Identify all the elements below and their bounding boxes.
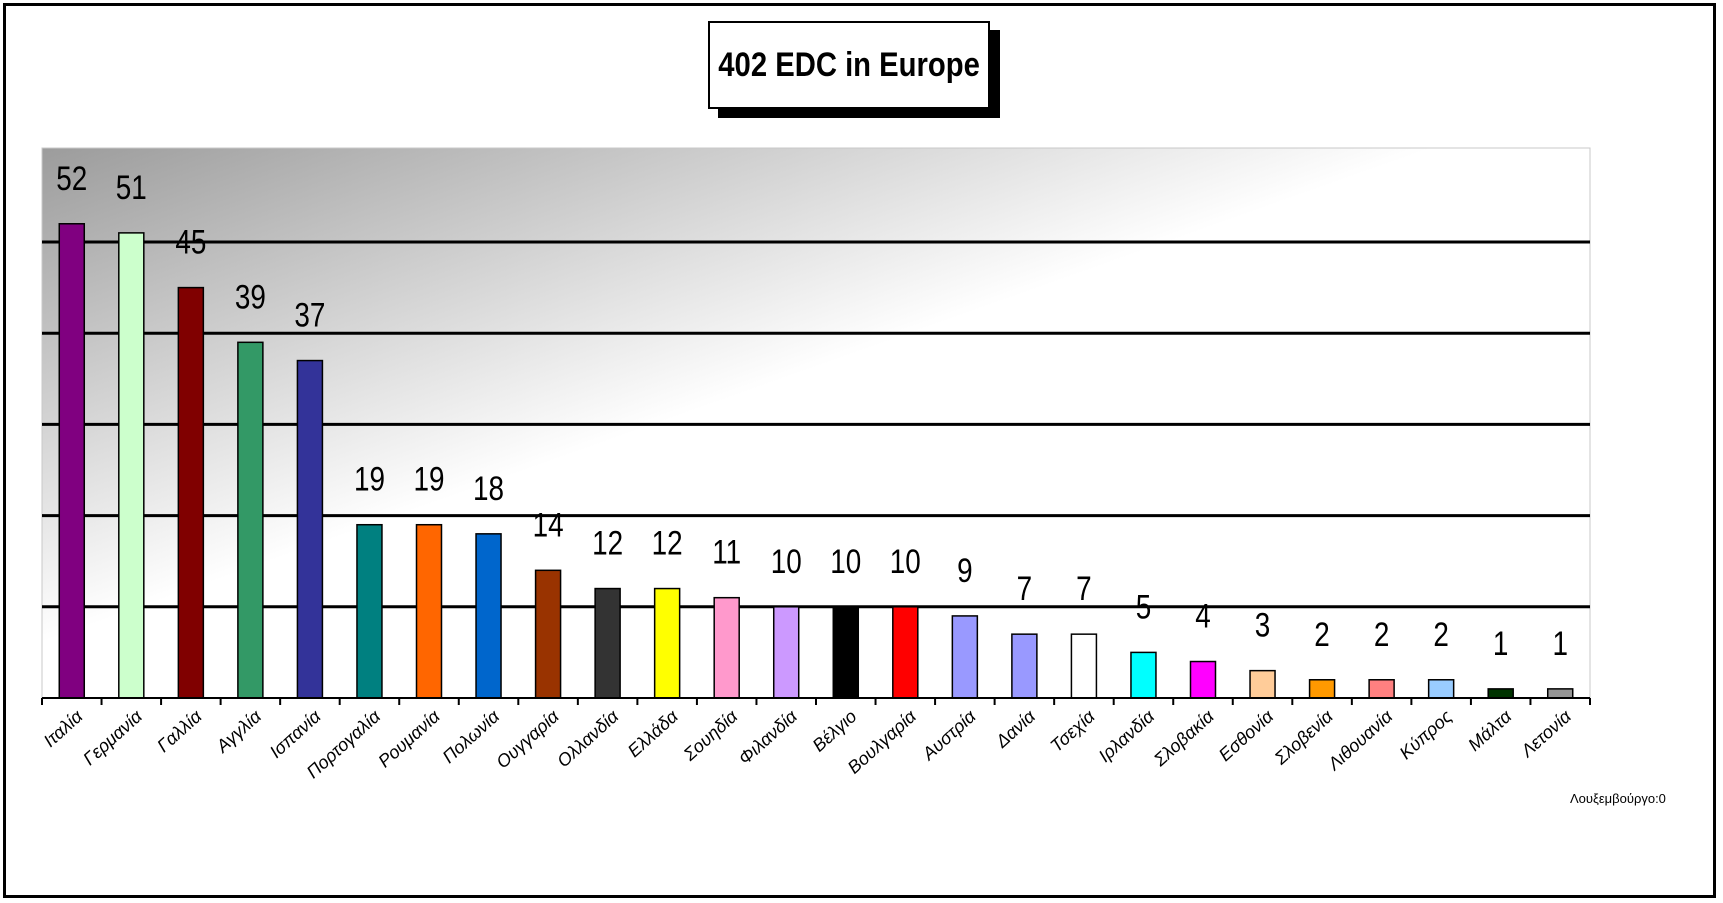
category-label: Λετονία [1516,706,1575,762]
value-label: 3 [1255,606,1271,644]
value-label: 10 [890,542,921,580]
value-label: 12 [652,524,683,562]
value-label: 7 [1076,570,1092,608]
value-label: 11 [712,533,741,571]
bar [832,606,860,699]
value-label: 10 [830,542,861,580]
value-label: 1 [1493,624,1509,662]
bar [1130,651,1157,699]
bar [296,359,324,699]
bar [1546,688,1574,699]
bar [653,587,681,699]
bar [713,596,740,699]
category-label: Γερμανία [79,706,146,769]
value-label: 2 [1314,615,1330,653]
bar [415,523,443,699]
value-label: 45 [175,223,206,261]
category-label: Εσθονία [1215,706,1278,765]
value-label: 12 [592,524,623,562]
value-label: 10 [771,542,802,580]
value-label: 51 [116,168,147,206]
category-label: Ολλανδία [553,706,623,772]
value-label: 4 [1195,597,1211,635]
value-label: 2 [1374,615,1390,653]
bar [58,223,86,699]
bars [58,223,1574,699]
category-label: Λιθουανία [1323,706,1397,775]
value-label: 2 [1433,615,1449,653]
bar [1249,669,1276,699]
category-label: Ιρλανδία [1095,706,1159,766]
category-label: Βέλγιο [809,706,861,756]
category-label: Αγγλία [212,706,266,757]
category-label: Δανία [991,706,1040,753]
bar [594,587,621,699]
value-label: 1 [1552,624,1568,662]
value-label: 9 [957,551,973,589]
bar [1368,679,1395,699]
bar [1308,679,1336,699]
footnote: Λουξεμβούργο:0 [1570,791,1666,806]
value-label: 14 [533,506,564,544]
value-label: 7 [1017,570,1033,608]
category-label: Σουηδία [679,706,742,765]
category-label: Κύπρος [1396,706,1456,763]
bar [1487,688,1514,699]
category-label: Γαλλία [153,706,206,756]
bar [534,569,562,699]
bar [356,523,383,699]
bar [177,286,205,699]
category-label: Μάλτα [1464,706,1516,755]
bar [892,606,919,699]
bar [1427,679,1455,699]
value-label: 39 [235,278,266,316]
bar [951,615,979,699]
category-label: Τσεχία [1046,706,1099,756]
bar [118,232,145,699]
category-label: Ισπανία [266,706,325,762]
category-label: Ελλάδα [624,706,683,762]
bar [475,533,502,699]
value-label: 37 [294,296,325,334]
category-label: Αυστρία [918,706,980,765]
category-label: Φιλανδία [735,706,802,769]
value-label: 19 [354,460,385,498]
category-label: Ουγγαρία [492,706,563,773]
bar [237,341,264,699]
bar [1189,660,1217,699]
value-label: 5 [1136,588,1152,626]
chart-title-box: 402 EDC in Europe [708,21,990,109]
category-label: Ρουμανία [374,706,444,772]
category-label: Ιταλία [40,706,87,751]
value-label: 19 [413,460,444,498]
chart-title: 402 EDC in Europe [718,45,980,84]
bar [1011,633,1038,699]
x-axis [41,697,1591,705]
bar [772,606,800,699]
category-label: Σλοβακία [1149,706,1218,771]
value-label: 18 [473,469,504,507]
bar [1070,633,1098,699]
value-label: 52 [56,159,87,197]
